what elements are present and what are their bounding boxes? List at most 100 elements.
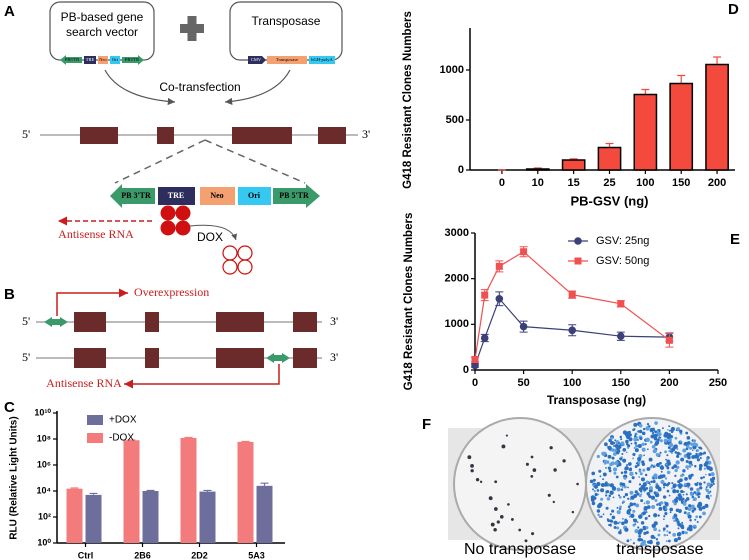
colony [652,465,655,468]
colony [631,476,635,480]
colony [664,477,668,480]
colony [650,480,653,483]
colony [496,520,500,524]
colony [628,480,632,484]
colony [708,497,711,500]
colony [698,506,703,511]
colony [673,464,677,468]
colony [571,510,575,514]
marker [481,291,489,299]
colony [690,442,694,446]
cassette-label: PB 5'TR [279,191,309,200]
colony [635,444,638,446]
colony [663,515,666,518]
bar [633,93,658,171]
legend-swatch [87,415,103,425]
colony [638,494,642,498]
x-tick-label: 200 [660,377,678,389]
colony [620,441,625,446]
colony [632,452,636,457]
colony [634,435,637,438]
colony [634,490,638,494]
bar [199,491,216,543]
colony [628,462,632,466]
colony [662,427,664,430]
colony [674,436,678,440]
colony [681,497,685,501]
colony [686,467,689,470]
dox-label: DOX [197,230,223,244]
y-tick-label: 1000 [440,64,464,76]
colony [479,480,483,484]
colony [470,469,474,473]
x-tick-label: 150 [672,177,690,189]
colony [626,511,630,515]
colony [593,489,596,493]
step-label: Co-transfection [159,80,240,94]
colony [612,445,615,447]
cassette-label: TRE [168,191,184,200]
rna-label: Antisense RNA [58,227,134,241]
colony [611,456,615,460]
panel-label: D [728,1,739,18]
colony [625,451,628,454]
vector-title: search vector [66,25,138,39]
colony [620,484,623,488]
colony [658,529,661,532]
colony [650,495,656,500]
marker [471,361,479,370]
colony [674,451,678,454]
colony [626,442,629,446]
colony [665,540,668,543]
colony [642,468,646,472]
colony [630,495,635,500]
legend-label: +DOX [109,415,137,426]
colony [467,455,472,460]
colony [648,514,651,518]
colony [620,471,624,475]
colony [611,485,616,490]
colony [605,490,608,493]
colony [635,503,640,508]
colony [621,486,624,489]
y-tick-label: 500 [446,114,464,126]
colony [705,486,708,489]
colony [660,470,663,473]
colony [633,447,636,449]
x-axis-label: PB-GSV (ng) [571,193,649,208]
colony [697,495,701,499]
colony [675,489,680,493]
colony [619,435,623,439]
colony [638,423,643,428]
cassette-element [110,184,155,208]
colony [693,526,696,529]
marker [617,332,625,341]
colony [660,479,665,485]
colony [634,465,638,469]
marker [495,294,504,303]
colony [507,503,510,506]
colony [686,513,690,516]
element-label: PB3'TR [125,57,139,62]
cassette-element [200,187,235,205]
marker [617,300,625,308]
colony [608,438,612,443]
colony [695,452,698,455]
colony [653,527,657,532]
overexpression-label: Overexpression [134,285,209,299]
colony [612,452,617,456]
colony [499,515,504,519]
colony [658,436,661,439]
colony [677,527,680,530]
colony [613,526,617,529]
plus [187,16,197,41]
colony [629,502,634,507]
y-tick-label: 1000 [445,318,469,330]
colony [644,543,647,547]
colony [664,512,668,516]
colony [549,446,553,450]
bar [142,491,159,543]
colony [643,454,645,457]
colony [645,500,650,505]
colony [607,466,612,470]
